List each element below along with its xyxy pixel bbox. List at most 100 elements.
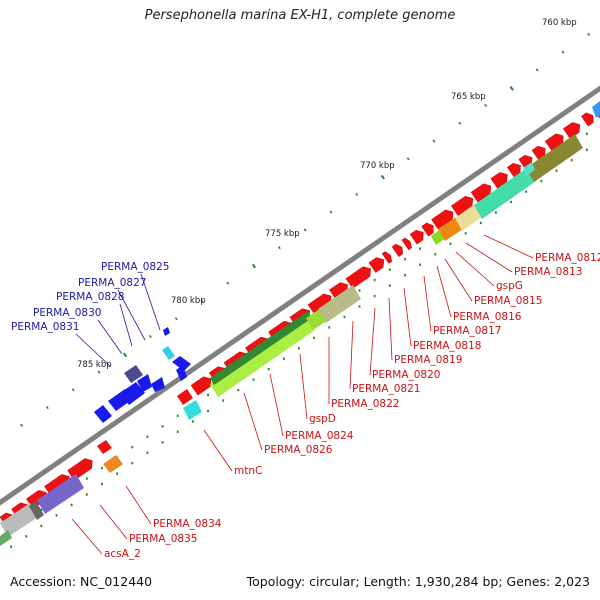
gene-red-arrow[interactable]: [581, 112, 594, 127]
strand-dot: [419, 263, 422, 266]
ruler-tick: [226, 281, 230, 285]
gene-red-arrow[interactable]: [190, 376, 212, 396]
ruler-label-775: 775 kbp: [265, 229, 300, 239]
label-acsA-2: acsA_2: [104, 548, 141, 560]
gene-red-arrow[interactable]: [531, 145, 546, 161]
strand-dot: [176, 414, 179, 418]
strand-dot: [388, 284, 391, 287]
gene-red-arrow[interactable]: [345, 266, 371, 289]
leader-line-red: [299, 353, 308, 420]
leader-line-red: [465, 242, 513, 273]
label-perma-0834: PERMA_0834: [153, 518, 222, 530]
label-perma-0816: PERMA_0816: [453, 311, 522, 323]
label-perma-0817: PERMA_0817: [433, 325, 501, 337]
leader-line-blue: [117, 289, 146, 341]
strand-dot: [207, 393, 209, 397]
leader-line-red: [71, 518, 103, 555]
gene-red-arrow[interactable]: [409, 229, 424, 245]
strand-dot: [358, 289, 361, 292]
leader-line-red: [269, 373, 284, 437]
leader-line-blue: [75, 333, 111, 367]
topology-text: Topology: circular; Length: 1,930,284 bp…: [246, 574, 590, 589]
strand-dot: [146, 435, 149, 438]
gene-red-arrow[interactable]: [506, 162, 521, 178]
gene-red-arrow[interactable]: [431, 209, 454, 230]
ruler-tick: [251, 263, 257, 269]
strand-dot: [40, 508, 43, 512]
strand-dot: [40, 524, 43, 528]
gene-blue-0828: [120, 382, 145, 405]
strand-dot: [585, 148, 588, 152]
gene-red-arrow[interactable]: [544, 133, 564, 152]
ruler-tick: [458, 121, 462, 125]
label-leaders: [71, 234, 534, 555]
band-darkgreen: [210, 311, 312, 385]
ruler-tick: [123, 352, 128, 358]
strand-dot: [161, 441, 164, 444]
gene-blue-0826: [151, 377, 165, 392]
leader-line-red: [436, 265, 452, 318]
gene-red-arrow[interactable]: [67, 458, 93, 481]
gene-red-mtnC[interactable]: [177, 389, 193, 405]
strand-dot: [464, 232, 467, 235]
label-perma-0818: PERMA_0818: [413, 340, 481, 352]
strand-dot: [585, 132, 588, 136]
gene-red-arrow[interactable]: [401, 237, 412, 251]
label-gspD: gspD: [309, 413, 336, 425]
ruler-label-760: 760 kbp: [542, 18, 577, 28]
ruler-tick: [484, 103, 487, 108]
blue-genes[interactable]: [94, 327, 191, 423]
strand-dot: [373, 294, 376, 298]
ruler-tick: [174, 317, 178, 321]
band-purple: [37, 474, 84, 514]
strand-dot: [10, 545, 12, 548]
leader-line-red: [455, 251, 495, 287]
gene-red-arrow[interactable]: [381, 251, 393, 264]
ruler-tick: [149, 334, 152, 339]
leader-line-red: [388, 297, 393, 361]
strand-dot: [70, 503, 73, 507]
strand-dot: [146, 451, 149, 454]
leader-line-red: [423, 275, 432, 332]
strand-dot: [373, 278, 376, 282]
label-perma-0825: PERMA_0825: [101, 261, 169, 273]
strand-dot: [313, 336, 316, 340]
genome-backbone: [0, 85, 600, 506]
ruler-tick: [432, 139, 436, 143]
strand-dot: [55, 514, 58, 517]
gene-slate-0830[interactable]: [124, 365, 143, 383]
strand-dot: [131, 461, 134, 465]
label-perma-0831: PERMA_0831: [11, 321, 79, 333]
strand-dot: [479, 221, 482, 225]
ruler-tick: [20, 423, 24, 427]
gene-orange-0835[interactable]: [103, 455, 123, 473]
gene-red-arrow[interactable]: [391, 243, 404, 258]
strand-dot: [191, 420, 194, 423]
ruler-tick: [277, 246, 281, 250]
strand-dot: [419, 247, 422, 250]
gene-red-arrow[interactable]: [470, 183, 492, 203]
strand-dot: [85, 493, 88, 496]
leader-line-blue: [97, 319, 123, 355]
ruler-tick: [97, 370, 101, 374]
gene-red-arrow[interactable]: [562, 122, 581, 139]
band-seagreen: [474, 167, 536, 219]
strand-dot: [101, 466, 103, 470]
strand-dot: [101, 482, 103, 486]
gene-cyan-mtnC[interactable]: [183, 400, 202, 420]
band-orange: [438, 217, 463, 241]
label-perma-0826: PERMA_0826: [264, 444, 333, 456]
label-perma-0835: PERMA_0835: [129, 533, 197, 545]
gene-red-0834[interactable]: [97, 440, 112, 454]
band-aqua-top: [523, 162, 535, 176]
label-perma-0827: PERMA_0827: [78, 277, 146, 289]
gene-red-arrow[interactable]: [421, 222, 434, 237]
gene-cyan-upper[interactable]: [162, 346, 175, 360]
ruler-tick: [509, 86, 514, 91]
label-perma-0815: PERMA_0815: [474, 295, 542, 307]
gene-red-arrow[interactable]: [368, 257, 385, 273]
leader-line-blue: [119, 303, 133, 347]
gene-red-arrow[interactable]: [450, 195, 474, 217]
label-perma-0828: PERMA_0828: [56, 291, 124, 303]
